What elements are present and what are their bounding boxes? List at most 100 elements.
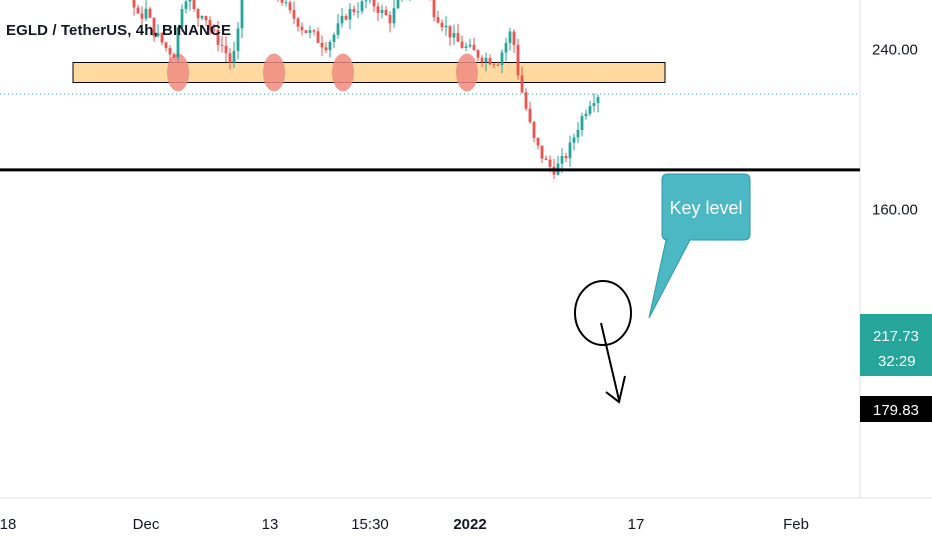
bar-countdown: 32:29: [878, 353, 916, 370]
candle-body: [388, 15, 392, 24]
candle-body: [200, 15, 204, 19]
candle-body: [508, 31, 512, 43]
candle-body: [192, 0, 196, 10]
candle-body: [188, 0, 192, 2]
x-tick-label: Dec: [133, 516, 160, 533]
current-price-badge: 217.73 32:29: [860, 314, 932, 376]
candle-body: [280, 0, 284, 3]
candle-body: [180, 9, 184, 28]
candle-body: [500, 52, 504, 65]
candle-body: [164, 42, 168, 49]
candle-body: [300, 26, 304, 31]
x-tick-label: Feb: [783, 516, 809, 533]
candle-body: [396, 0, 400, 9]
key-level-callout[interactable]: Key level: [648, 173, 751, 319]
x-tick-label: 2022: [453, 516, 486, 533]
candle-body: [224, 45, 228, 54]
candle-body: [512, 31, 516, 46]
candle-body: [220, 44, 224, 46]
candle-body: [136, 7, 140, 14]
candle-body: [328, 41, 332, 51]
candle-body: [572, 137, 576, 143]
candle-body: [484, 57, 488, 63]
candle-body: [156, 32, 160, 37]
candle-body: [548, 159, 552, 167]
candle-body: [212, 29, 216, 31]
candle-body: [384, 9, 388, 16]
candle-body: [228, 53, 232, 63]
candle-body: [372, 0, 376, 7]
candle-body: [132, 0, 136, 8]
candle-body: [520, 75, 524, 93]
candle-body: [168, 48, 172, 55]
x-tick-label: 17: [628, 516, 645, 533]
candle-body: [172, 54, 176, 58]
candle-body: [492, 64, 496, 66]
candle-body: [284, 2, 288, 4]
candle-body: [432, 0, 436, 18]
candle-body: [584, 113, 588, 117]
candle-body: [464, 46, 468, 49]
level-touch-marker: [456, 53, 478, 92]
candle-body: [344, 15, 348, 20]
current-price-value: 217.73: [873, 328, 919, 345]
candle-body: [356, 11, 360, 13]
candle-body: [240, 0, 244, 29]
candle-body: [364, 0, 368, 2]
candle-body: [380, 9, 384, 13]
candle-body: [568, 142, 572, 159]
candle-body: [376, 6, 380, 13]
breakdown-arrow[interactable]: [600, 322, 626, 404]
candle-body: [176, 27, 180, 58]
candle-body: [352, 8, 356, 13]
candle-body: [360, 1, 364, 12]
candle-body: [544, 158, 548, 160]
candle-body: [440, 22, 444, 28]
key-level-label: Key level: [669, 198, 742, 218]
candle-body: [524, 92, 528, 109]
candle-body: [444, 25, 448, 28]
candle-body: [320, 42, 324, 48]
candle-body: [216, 29, 220, 45]
y-tick-label: 240.00: [872, 42, 918, 59]
candle-body: [292, 10, 296, 19]
candle-body: [472, 44, 476, 51]
candle-body: [536, 137, 540, 146]
candle-body: [308, 30, 312, 33]
candle-body: [496, 64, 500, 66]
breakdown-circle[interactable]: [574, 280, 632, 346]
candle-body: [488, 57, 492, 65]
candle-body: [208, 20, 212, 30]
candle-body: [184, 1, 188, 10]
candle-body: [480, 57, 484, 63]
candle-body: [236, 28, 240, 51]
candle-body: [588, 106, 592, 114]
candle-body: [460, 41, 464, 49]
candle-body: [140, 13, 144, 19]
candle-body: [576, 130, 580, 138]
candle-body: [324, 47, 328, 51]
x-tick-label: 13: [262, 516, 279, 533]
level-touch-marker: [167, 53, 189, 92]
chart-title: EGLD / TetherUS, 4h, BINANCE: [6, 22, 232, 39]
candle-body: [528, 108, 532, 123]
candle-body: [204, 15, 208, 21]
level-touch-marker: [263, 53, 285, 92]
candle-body: [296, 18, 300, 27]
candle-body: [332, 34, 336, 42]
candle-body: [312, 30, 316, 32]
candle-body: [580, 116, 584, 131]
key-level-zone[interactable]: [72, 62, 666, 83]
candle-body: [148, 8, 152, 18]
candle-body: [516, 45, 520, 76]
candle-body: [452, 33, 456, 38]
candle-body: [596, 97, 600, 104]
candle-body: [304, 30, 308, 33]
candle-body: [468, 44, 472, 47]
level-price-value: 179.83: [873, 402, 919, 419]
candle-body: [436, 17, 440, 23]
x-tick-label: 15:30: [351, 516, 389, 533]
candle-body: [152, 17, 156, 37]
